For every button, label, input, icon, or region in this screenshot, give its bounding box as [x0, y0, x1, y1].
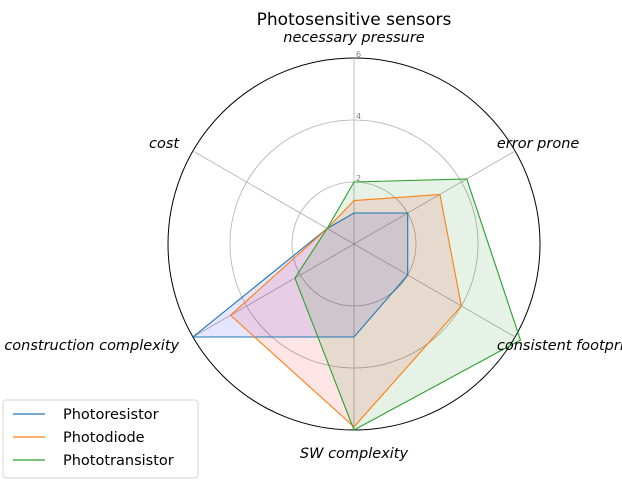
series-area [230, 194, 462, 427]
grid-spoke [353, 150, 516, 245]
series-area [192, 213, 408, 337]
radar-series [191, 178, 522, 431]
legend: Photoresistor Photodiode Phototransistor [2, 399, 199, 479]
series-area [294, 178, 521, 430]
legend-items: Photoresistor Photodiode Phototransistor [13, 407, 174, 469]
legend-label: Photodiode [63, 430, 145, 446]
grid-spoke [353, 243, 516, 338]
grid-spoke [192, 243, 355, 338]
legend-label: Photoresistor [63, 407, 159, 423]
legend-label: Phototransistor [63, 453, 174, 469]
axis-label: consistent footprint [497, 338, 622, 354]
axis-label: SW complexity [300, 446, 409, 462]
radial-tick-label: 2 [356, 174, 361, 183]
legend-frame [2, 399, 199, 479]
axis-label: error prone [497, 136, 580, 152]
chart-title: Photosensitive sensors [257, 10, 452, 30]
axis-label: necessary pressure [283, 30, 424, 46]
axis-label: construction complexity [4, 338, 179, 354]
radial-tick-label: 6 [356, 50, 361, 59]
series-line [294, 178, 522, 431]
axis-labels: necessary pressure error prone consistent … [4, 30, 622, 462]
axis-label: cost [149, 136, 180, 152]
radial-tick-label: 4 [356, 112, 361, 121]
